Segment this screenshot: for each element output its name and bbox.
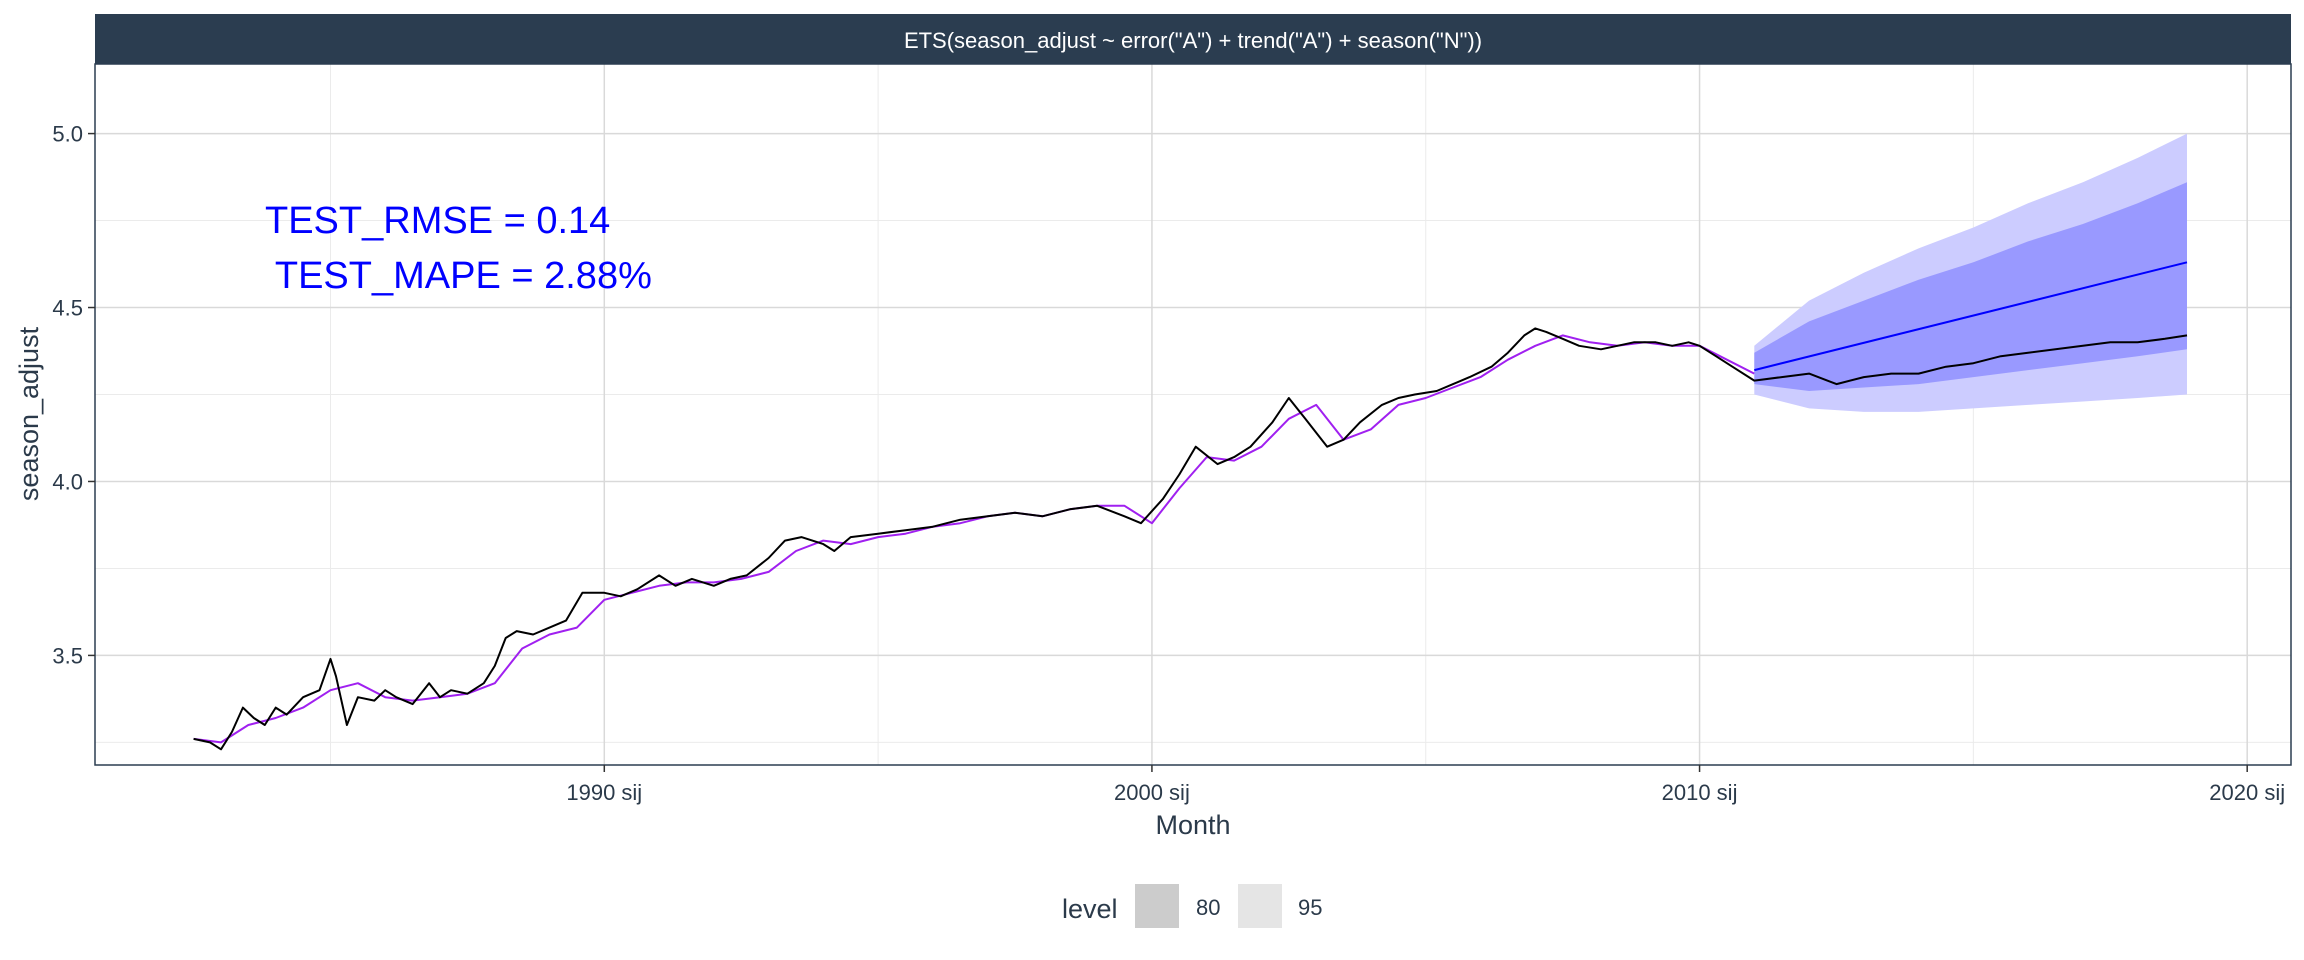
legend-title: level [1062, 894, 1118, 924]
legend-swatch-95 [1238, 884, 1282, 928]
y-tick-label: 5.0 [52, 122, 83, 147]
x-axis-ticks: 1990 sij 2000 sij 2010 sij 2020 sij [566, 765, 2285, 805]
facet-strip [95, 14, 2291, 64]
band-80 [1754, 182, 2187, 391]
legend-label-95: 95 [1298, 895, 1322, 920]
grid [95, 64, 2291, 765]
y-tick-label: 3.5 [52, 643, 83, 668]
rmse-annotation: TEST_RMSE = 0.14 [265, 200, 610, 242]
series-line-forecast [1754, 261, 2188, 372]
y-axis-title: season_adjust [14, 326, 44, 501]
x-axis-title: Month [1155, 810, 1230, 840]
y-tick-label: 4.0 [52, 469, 83, 494]
legend: level 80 95 [1062, 884, 1322, 928]
panel-border [94, 63, 2292, 766]
y-tick-label: 4.5 [52, 296, 83, 321]
mape-annotation: TEST_MAPE = 2.88% [265, 255, 652, 297]
facet-title: ETS(season_adjust ~ error("A") + trend("… [904, 28, 1482, 53]
x-tick-label: 1990 sij [566, 780, 642, 805]
y-axis-ticks: 3.5 4.0 4.5 5.0 [52, 122, 95, 668]
x-tick-label: 2020 sij [2209, 780, 2285, 805]
x-tick-label: 2010 sij [1662, 780, 1738, 805]
x-tick-label: 2000 sij [1114, 780, 1190, 805]
legend-swatch-80 [1135, 884, 1179, 928]
series-line-fitted [193, 334, 1755, 744]
series-lines [193, 261, 2188, 751]
legend-label-80: 80 [1196, 895, 1220, 920]
series-line-actual [193, 327, 2188, 751]
